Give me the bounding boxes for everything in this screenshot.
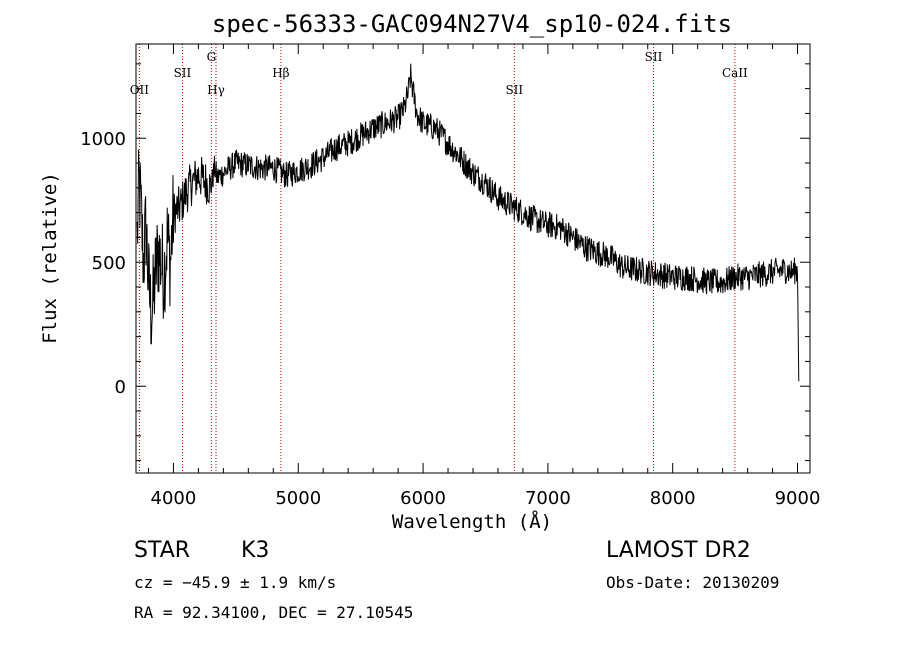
x-tick-label: 9000	[775, 488, 821, 509]
x-axis-label: Wavelength (Å)	[392, 510, 552, 533]
y-tick-label: 500	[92, 253, 126, 274]
spectral-line-label: Hγ	[207, 83, 225, 97]
x-tick-label: 5000	[275, 488, 321, 509]
spectral-line-labels: OII SII G Hγ Hβ SII SII CaII	[130, 50, 748, 97]
spectral-line-label: SII	[505, 83, 523, 97]
coordinates: RA = 92.34100, DEC = 27.10545	[134, 603, 414, 622]
object-subclass: K3	[241, 538, 270, 563]
chart-title: spec-56333-GAC094N27V4_sp10-024.fits	[212, 10, 732, 38]
axis-ticks	[136, 44, 810, 473]
y-tick-label: 0	[115, 377, 126, 398]
y-tick-labels: 0 500 1000	[80, 129, 126, 398]
x-tick-label: 8000	[650, 488, 696, 509]
x-tick-labels: 4000 5000 6000 7000 8000 9000	[151, 488, 821, 509]
spectral-line-label: SII	[645, 50, 663, 64]
spectral-line-label: G	[207, 50, 217, 64]
spectral-line-label: SII	[174, 66, 192, 80]
observation-date: Obs-Date: 20130209	[606, 573, 780, 592]
x-tick-label: 6000	[400, 488, 446, 509]
x-tick-label: 7000	[525, 488, 571, 509]
x-tick-label: 4000	[151, 488, 197, 509]
spectral-line-label: OII	[130, 83, 150, 97]
plot-frame	[135, 43, 811, 474]
spectral-line-label: CaII	[722, 66, 748, 80]
data-release: LAMOST DR2	[606, 538, 751, 563]
spectral-line-label: Hβ	[272, 66, 289, 80]
y-tick-label: 1000	[80, 129, 126, 150]
redshift-info: cz = −45.9 ± 1.9 km/s	[134, 573, 337, 592]
spectrum-line	[136, 63, 800, 382]
object-class: STAR	[134, 538, 191, 563]
y-axis-label: Flux (relative)	[39, 172, 61, 344]
spectral-line-markers	[138, 44, 736, 473]
